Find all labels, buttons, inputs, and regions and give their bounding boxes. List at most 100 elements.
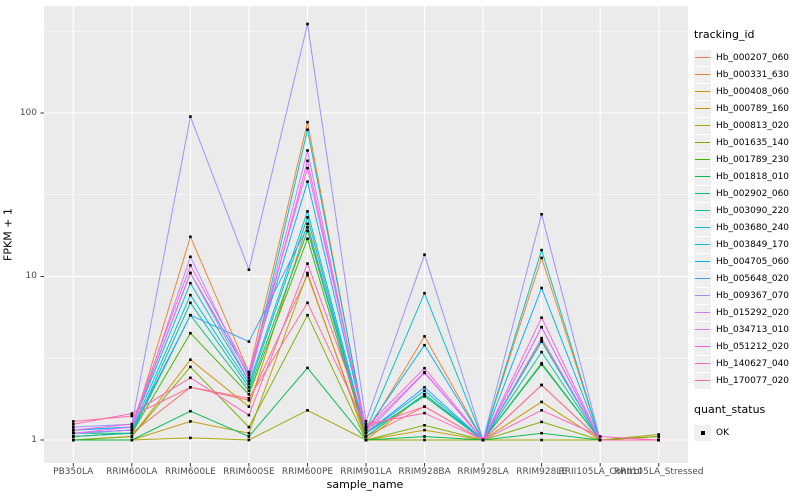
legend-key-swatch: [694, 304, 711, 321]
data-point: [189, 420, 192, 423]
data-point: [306, 210, 309, 213]
data-point: [130, 414, 134, 418]
data-point: [423, 389, 426, 393]
legend-entry-label: Hb_000813_020: [716, 120, 790, 131]
black-square-marker-icon: [700, 430, 705, 435]
y-tick-label-10: 10: [25, 271, 37, 281]
legend-entries: Hb_000207_060 Hb_000331_630 Hb_000408_060 H…: [694, 49, 798, 389]
legend-entry-Hb_000408_060: Hb_000408_060: [694, 83, 798, 100]
legend-entry-Hb_002902_060: Hb_002902_060: [694, 185, 798, 202]
legend-key-swatch: [694, 100, 711, 117]
legend-entry-Hb_140627_040: Hb_140627_040: [694, 355, 798, 372]
x-axis-title: sample_name: [326, 478, 404, 491]
legend-entry-Hb_003090_220: Hb_003090_220: [694, 202, 798, 219]
legend-key-line: [695, 141, 710, 143]
data-point: [540, 350, 543, 354]
legend-entry-Hb_051212_020: Hb_051212_020: [694, 338, 798, 355]
legend-key-line: [695, 243, 710, 245]
legend-key-line: [695, 345, 710, 347]
legend-entry-Hb_001818_010: Hb_001818_010: [694, 168, 798, 185]
data-point: [72, 438, 75, 442]
legend-key-swatch: [694, 355, 711, 372]
legend-entry-Hb_000331_630: Hb_000331_630: [694, 66, 798, 83]
legend-key-swatch: [694, 151, 711, 168]
data-point: [540, 316, 543, 319]
legend-entry-label: Hb_004705_060: [716, 256, 790, 267]
data-point: [364, 422, 368, 426]
legend2-entries: OK: [694, 424, 798, 441]
legend-key-line: [695, 260, 710, 262]
data-point: [364, 420, 368, 423]
data-point: [540, 325, 543, 329]
legend-entry-label: Hb_034713_010: [716, 324, 790, 335]
data-point: [657, 433, 660, 436]
legend-key-line: [695, 175, 710, 177]
legend-title-tracking-id: tracking_id: [694, 28, 755, 41]
legend-entry-Hb_034713_010: Hb_034713_010: [694, 321, 798, 338]
legend-entry-Hb_003849_170: Hb_003849_170: [694, 236, 798, 253]
legend-key-line: [695, 379, 710, 381]
data-point: [540, 286, 543, 290]
data-point: [423, 393, 426, 396]
legend-title-quant-status: quant_status: [694, 403, 766, 416]
data-point: [189, 235, 192, 239]
data-point: [540, 213, 543, 216]
data-point: [306, 301, 309, 305]
y-tick-label-1: 1: [31, 434, 37, 445]
x-tick-label-RRIM600LE: RRIM600LE: [164, 467, 216, 477]
data-point: [306, 409, 309, 412]
legend-key-line: [695, 73, 710, 75]
data-point: [130, 422, 134, 426]
data-point: [247, 389, 251, 393]
x-tick-label-RRIM600SE: RRIM600SE: [223, 467, 275, 477]
data-point: [189, 365, 192, 369]
legend-entry-Hb_000207_060: Hb_000207_060: [694, 49, 798, 66]
legend-entry-label: Hb_009367_070: [716, 290, 790, 301]
data-point: [540, 420, 543, 424]
data-point: [247, 435, 251, 438]
data-point: [72, 425, 75, 429]
legend-key-swatch: [694, 253, 711, 270]
legend-entry-label: Hb_140627_040: [716, 358, 790, 369]
data-point: [247, 370, 251, 374]
legend-key-line: [695, 226, 710, 228]
data-point: [189, 301, 192, 305]
data-point: [189, 264, 192, 267]
legend-key-swatch: [694, 168, 711, 185]
data-point: [247, 340, 251, 343]
data-point: [306, 229, 309, 233]
data-point: [247, 413, 251, 417]
data-point: [540, 340, 543, 343]
data-point: [423, 405, 426, 408]
data-point: [540, 248, 543, 252]
data-point: [540, 383, 543, 387]
data-point: [130, 412, 134, 415]
data-point: [189, 281, 192, 285]
data-point: [247, 376, 251, 380]
data-point: [364, 431, 368, 435]
data-point: [423, 291, 426, 295]
data-point: [364, 428, 368, 432]
data-point: [189, 293, 192, 297]
data-point: [247, 438, 251, 442]
data-point: [423, 335, 426, 338]
x-tick-label-PB350LA: PB350LA: [53, 467, 94, 477]
data-point: [130, 438, 134, 442]
legend-key-swatch: [694, 287, 711, 304]
data-point: [72, 435, 75, 438]
data-point: [540, 256, 543, 260]
data-point: [306, 366, 309, 370]
data-point: [247, 373, 251, 377]
legend-key-line: [695, 277, 710, 279]
legend-entry-label: Hb_001635_140: [716, 137, 790, 148]
data-point: [189, 313, 192, 317]
legend-entry-Hb_001635_140: Hb_001635_140: [694, 134, 798, 151]
data-point: [423, 253, 426, 256]
data-point: [423, 366, 426, 370]
legend-key-line: [695, 294, 710, 296]
data-point: [130, 425, 134, 429]
data-point: [598, 435, 602, 438]
data-point: [306, 159, 309, 163]
data-point: [130, 428, 134, 432]
